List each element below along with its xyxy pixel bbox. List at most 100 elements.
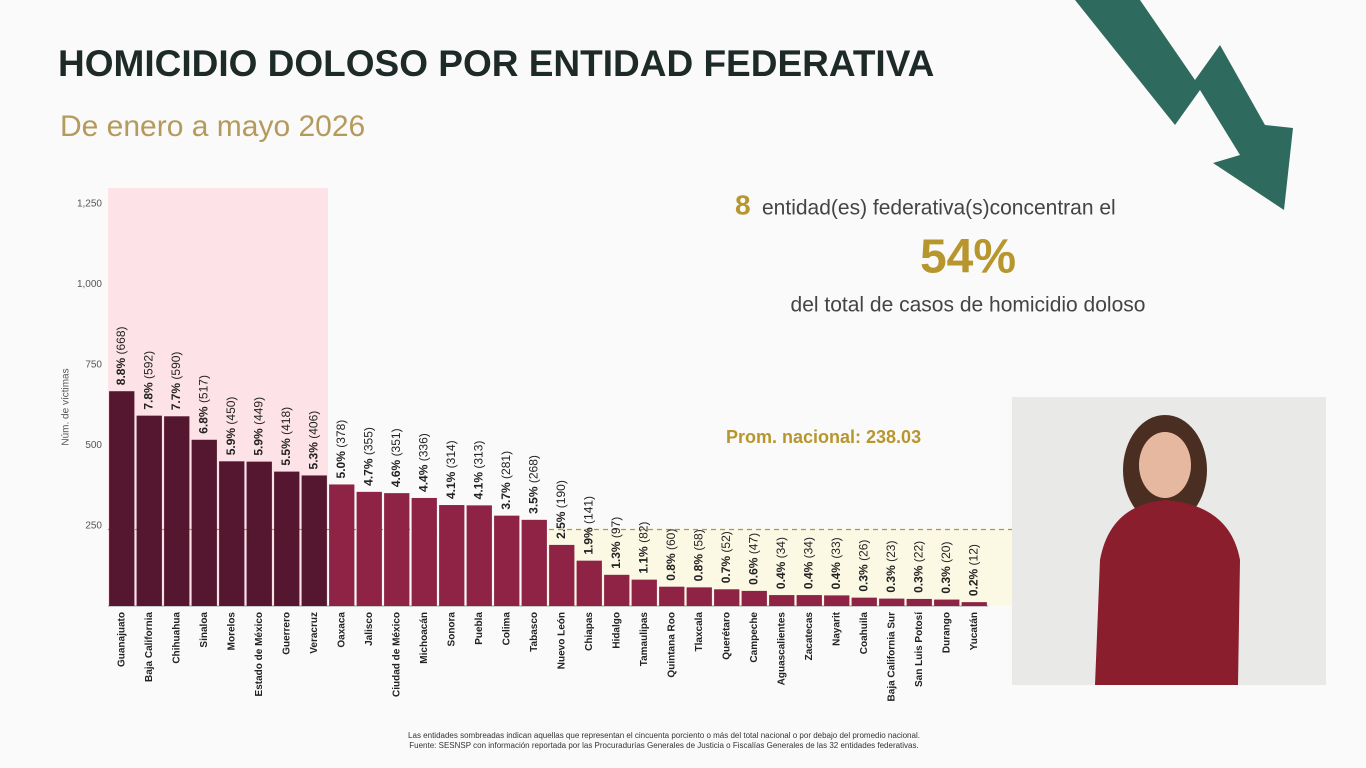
bar — [329, 484, 355, 606]
data-label-value: (418) — [279, 407, 293, 435]
data-label-share: 8.8% — [114, 358, 128, 386]
data-label: 5.9% (450) — [224, 397, 238, 456]
data-label-value: (20) — [939, 542, 953, 563]
data-label-share: 3.5% — [526, 486, 540, 514]
data-label: 0.3% (23) — [884, 541, 898, 593]
x-tick-label: Quintana Roo — [666, 612, 677, 678]
data-label: 1.9% (141) — [581, 496, 595, 555]
x-tick-label: Veracruz — [309, 612, 320, 654]
data-label: 5.3% (406) — [306, 411, 320, 470]
bar — [576, 560, 602, 606]
data-label-share: 0.3% — [911, 565, 925, 593]
x-tick-label: Puebla — [474, 612, 485, 645]
bar — [741, 590, 767, 606]
data-label: 0.3% (20) — [939, 542, 953, 594]
x-tick-label: Zacatecas — [804, 612, 815, 661]
data-label-value: (355) — [361, 427, 375, 455]
data-label-value: (12) — [966, 544, 980, 565]
data-label: 4.1% (314) — [444, 440, 458, 499]
data-label-share: 5.9% — [251, 428, 265, 456]
chart: Prom. nacional: 238.03 250 500 750 1,000 1,25… — [61, 188, 1020, 701]
data-label-share: 4.4% — [416, 464, 430, 492]
bar — [109, 391, 135, 606]
bar — [301, 475, 327, 606]
data-label-value: (281) — [499, 451, 513, 479]
data-label-share: 6.8% — [196, 406, 210, 434]
data-label-share: 1.9% — [581, 527, 595, 555]
data-label-share: 5.0% — [334, 451, 348, 479]
data-label-value: (52) — [719, 531, 733, 552]
data-label-value: (141) — [581, 496, 595, 524]
bar — [604, 574, 630, 606]
data-label-value: (313) — [471, 441, 485, 469]
callout-text: del total de casos de homicidio doloso — [791, 294, 1146, 317]
data-label-share: 7.8% — [141, 382, 155, 410]
x-tick-label: Guanajuato — [116, 612, 127, 667]
bar — [274, 471, 300, 606]
data-label: 5.9% (449) — [251, 397, 265, 456]
x-tick-label: Tamaulipas — [639, 612, 650, 667]
x-tick-label: Chihuahua — [171, 612, 182, 664]
signer-video — [1012, 397, 1326, 685]
data-label: 6.8% (517) — [196, 375, 210, 434]
data-label-value: (97) — [609, 517, 623, 538]
x-tick-label: Estado de México — [254, 612, 265, 696]
bar — [246, 461, 272, 606]
x-tick-label: Durango — [941, 612, 952, 653]
bar — [686, 587, 712, 606]
data-label-value: (314) — [444, 440, 458, 468]
data-label-value: (34) — [801, 537, 815, 558]
x-tick-label: San Luis Potosí — [914, 611, 925, 687]
data-label: 2.5% (190) — [554, 480, 568, 539]
x-tick-label: Campeche — [749, 612, 760, 663]
bar — [796, 595, 822, 606]
data-label-share: 1.3% — [609, 541, 623, 569]
data-label-value: (33) — [829, 537, 843, 558]
subtitle: De enero a mayo 2026 — [60, 110, 365, 143]
data-label-share: 1.1% — [636, 546, 650, 574]
x-tick-label: Sinaloa — [199, 612, 210, 648]
callout-share: 54% — [920, 231, 1016, 284]
bar — [659, 586, 685, 606]
body — [1095, 500, 1240, 685]
x-tick-label: Morelos — [226, 612, 237, 651]
data-label-share: 0.6% — [746, 557, 760, 585]
data-label-value: (406) — [306, 411, 320, 439]
data-label-value: (590) — [169, 352, 183, 380]
data-label-share: 4.7% — [361, 458, 375, 486]
callout-count: 8 — [735, 189, 751, 220]
data-label-value: (336) — [416, 433, 430, 461]
data-label: 0.4% (34) — [801, 537, 815, 589]
data-label-share: 0.3% — [856, 564, 870, 592]
x-tick-label: Guerrero — [281, 612, 292, 655]
bar — [494, 515, 520, 606]
y-tick-label: 1,000 — [77, 279, 102, 290]
bar — [219, 461, 245, 606]
data-label-value: (26) — [856, 540, 870, 561]
x-tick-label: Nuevo León — [556, 612, 567, 669]
data-label-value: (58) — [691, 529, 705, 550]
data-label: 0.4% (34) — [774, 537, 788, 589]
data-label: 8.8% (668) — [114, 326, 128, 385]
data-label-share: 0.3% — [939, 566, 953, 594]
data-label: 0.8% (58) — [691, 529, 705, 581]
data-label: 0.7% (52) — [719, 531, 733, 583]
bar — [906, 598, 932, 606]
data-label-share: 0.2% — [966, 568, 980, 596]
footnote: Fuente: SESNSP con información reportada… — [409, 741, 918, 750]
bar — [136, 415, 162, 606]
data-label: 5.5% (418) — [279, 407, 293, 466]
data-label-share: 0.3% — [884, 565, 898, 593]
bar — [549, 544, 575, 606]
bar — [466, 505, 492, 606]
bar — [631, 579, 657, 606]
data-label: 5.0% (378) — [334, 420, 348, 479]
data-label: 3.7% (281) — [499, 451, 513, 510]
data-label: 0.6% (47) — [746, 533, 760, 585]
x-tick-label: Ciudad de México — [391, 612, 402, 697]
bar — [164, 416, 190, 606]
data-label-value: (268) — [526, 455, 540, 483]
x-tick-label: Tabasco — [529, 612, 540, 652]
data-label: 0.3% (26) — [856, 540, 870, 592]
